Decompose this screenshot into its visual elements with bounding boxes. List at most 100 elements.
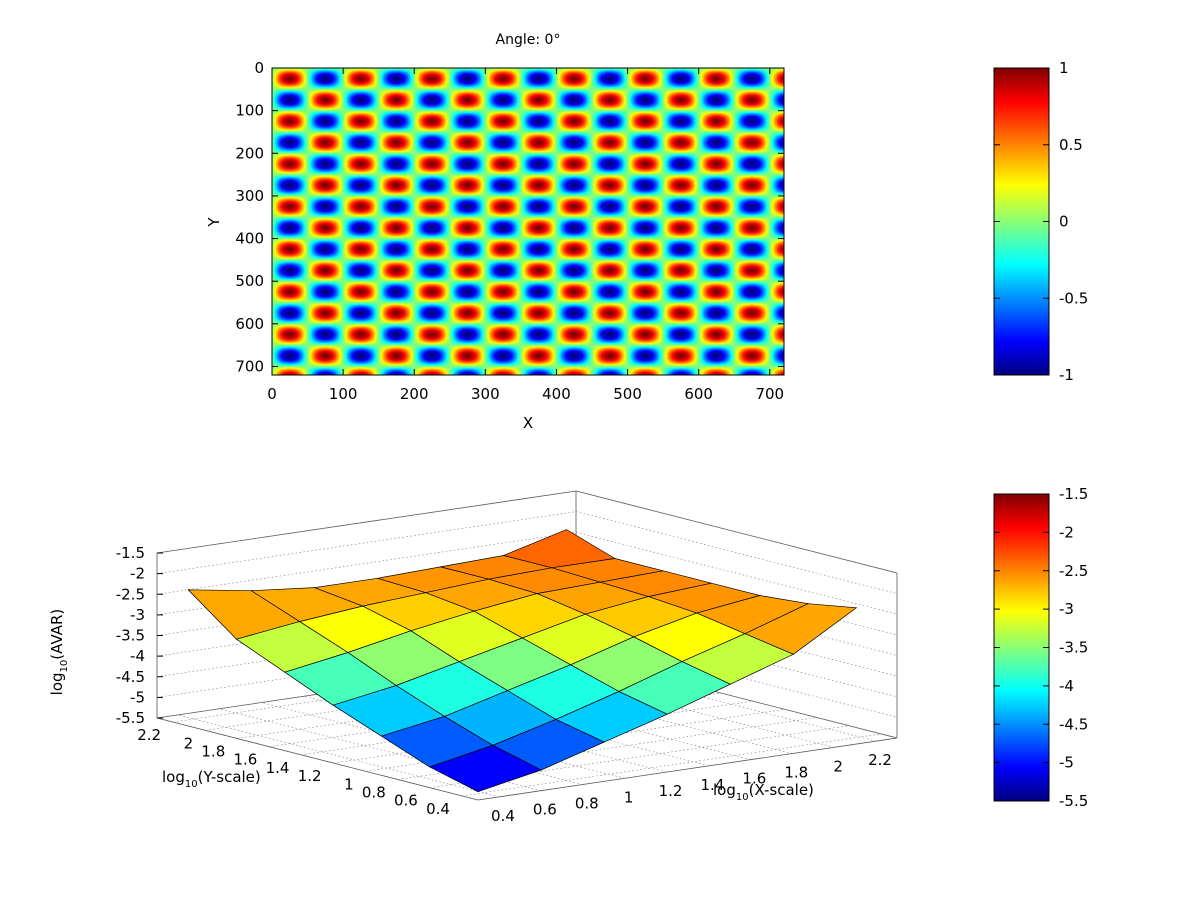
surface-z-tick-label: -2.5 [116,585,145,603]
heatmap-y-tick-label: 400 [235,230,264,248]
heatmap-x-tick-label: 200 [400,385,429,403]
surface-z-gridline [575,490,898,574]
surface-z-tick-label: -3.5 [116,627,145,645]
surface-x-tick-label: 0.6 [533,801,557,819]
heatmap-x-ticks: 0 100 200 300 400 500 600 700 [267,68,784,403]
surface-y-gridline [333,700,753,764]
surface-base-edge [477,737,898,801]
heatmap-x-tick-label: 700 [755,385,784,403]
heatmap-frame [271,67,785,376]
heatmap-y-ticks: 0 100 200 300 400 500 600 700 [235,59,784,375]
surface-y-label: log10(Y-scale) [162,768,261,790]
surface-x-tick-label: 1.8 [784,764,808,782]
surface-y-ticks: 0.4 0.6 0.8 1 1.2 1.4 1.6 1.8 2 2.2 [137,726,450,818]
colorbar-tick-label: 1 [1059,59,1069,77]
colorbar-tick-label: -1.5 [1059,485,1088,503]
surface-y-gridline [365,709,785,772]
heatmap-x-label: X [523,414,533,432]
surface-z-tick-label: -1.5 [116,544,145,562]
heatmap-colorbar: -1 -0.5 0 0.5 1 [993,59,1088,384]
surface-x-tick-label: 2.2 [868,751,892,769]
surface-z-tick-label: -4.5 [116,668,145,686]
surface-z-ticks: -5.5 -5 -4.5 -4 -3.5 -3 -2.5 -2 -1.5 [116,544,163,727]
heatmap-y-tick-label: 700 [235,357,264,375]
heatmap-x-tick-label: 400 [542,385,571,403]
surface-chart: -5.5 -5 -4.5 -4 -3.5 -3 -2.5 -2 -1.5 0.4 0.6 0.8 1 1… [48,490,898,825]
surface-y-gridline [397,717,817,780]
surface-base-edge [156,717,479,801]
heatmap-colorbar-ticks: -1 -0.5 0 0.5 1 [994,59,1088,384]
surface-z-label: log10(AVAR) [48,609,70,696]
surface-z-gridline [575,593,898,677]
surface-x-gridline [177,714,500,798]
heatmap-y-tick-label: 600 [235,315,264,333]
surface-y-tick-label: 1.4 [266,759,290,777]
heatmap-y-tick-label: 0 [254,59,264,77]
heatmap-y-tick-label: 300 [235,187,264,205]
surface-z-gridline [156,511,577,574]
heatmap-x-tick-label: 600 [684,385,713,403]
surface-y-tick-label: 2 [184,734,194,752]
surface-y-tick-label: 0.6 [394,792,418,810]
colorbar-tick-label: -4 [1059,677,1074,695]
surface-y-tick-label: 1.6 [233,751,257,769]
surface-x-label: log10(X-scale) [713,781,814,803]
surface-colorbar-ticks: -5.5 -5 -4.5 -4 -3.5 -3 -2.5 -2 -1.5 [994,485,1088,810]
surface-x-ticks: 0.4 0.6 0.8 1 1.2 1.4 1.6 1.8 2 2.2 [491,751,892,825]
heatmap-x-tick-label: 100 [329,385,358,403]
surface-z-gridline [156,490,577,554]
surface-x-gridline [219,708,541,791]
surface-x-tick-label: 1.4 [701,776,725,794]
surface-y-tick-label: 2.2 [137,726,161,744]
surface-z-tick-label: -3 [130,606,145,624]
surface-y-tick-label: 1 [344,775,354,793]
colorbar-tick-label: -4.5 [1059,715,1088,733]
colorbar-tick-label: -2 [1059,523,1074,541]
colorbar-tick-label: -5.5 [1059,792,1088,810]
surface-z-tick-label: -5.5 [116,709,145,727]
surface-z-gridline [575,655,898,739]
surface-x-gridline [261,702,583,785]
surface-z-tick-label: -5 [130,688,145,706]
surface-x-tick-label: 1.6 [742,770,766,788]
heatmap-y-tick-label: 100 [235,102,264,120]
surface-z-gridline [575,511,898,594]
heatmap-x-tick-label: 500 [613,385,642,403]
heatmap-title: Angle: 0° [496,32,561,48]
colorbar-tick-label: -1 [1059,366,1074,384]
surface-y-tick-label: 1.8 [201,743,225,761]
surface-mesh [187,529,858,793]
surface-y-tick-label: 0.8 [362,784,386,802]
heatmap-x-tick-label: 0 [267,385,277,403]
colorbar-tick-label: -2.5 [1059,562,1088,580]
heatmap-y-label: Y [205,217,223,228]
heatmap-y-tick-label: 500 [235,272,264,290]
surface-x-tick-label: 1 [624,788,634,806]
colorbar-tick-label: 0.5 [1059,136,1083,154]
heatmap-x-tick-label: 300 [471,385,500,403]
surface-x-tick-label: 2 [833,757,843,775]
colorbar-tick-label: 0 [1059,213,1069,231]
surface-x-tick-label: 1.2 [659,782,683,800]
colorbar-tick-label: -0.5 [1059,289,1088,307]
heatmap-y-tick-label: 200 [235,144,264,162]
surface-colorbar: -5.5 -5 -4.5 -4 -3.5 -3 -2.5 -2 -1.5 [993,485,1088,810]
heatmap-chart: Angle: 0° 0 100 200 300 400 500 600 700 0 100 200… [205,32,785,432]
surface-x-tick-label: 0.4 [491,807,515,825]
surface-y-gridline [461,733,881,797]
surface-z-gridline [575,614,898,698]
surface-z-tick-label: -4 [130,647,145,665]
surface-z-gridline [575,552,898,636]
surface-z-gridline [575,635,898,718]
heatmap-image [272,68,784,375]
surface-y-gridline [429,725,849,788]
surface-z-gridline [575,573,898,656]
colorbar-tick-label: -5 [1059,754,1074,772]
surface-colorbar-gradient [993,493,1050,802]
heatmap-colorbar-gradient [993,67,1050,376]
surface-x-tick-label: 0.8 [575,795,599,813]
surface-y-tick-label: 1.2 [298,767,322,785]
surface-z-tick-label: -2 [130,565,145,583]
surface-quad [428,744,542,793]
